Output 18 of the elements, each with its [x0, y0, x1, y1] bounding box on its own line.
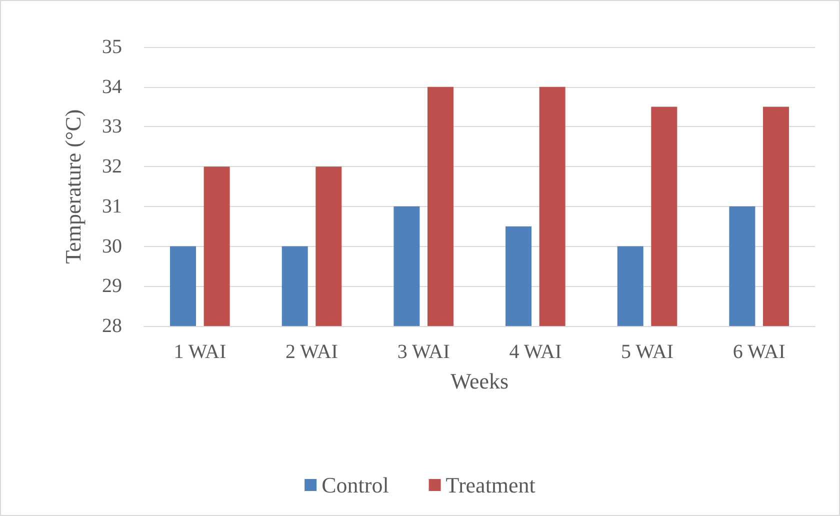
x-tick-label: 2 WAI: [286, 341, 338, 363]
x-tick-label: 3 WAI: [397, 341, 450, 363]
y-tick-label: 35: [102, 36, 122, 58]
y-tick-label: 30: [102, 235, 122, 258]
x-axis-title: Weeks: [450, 368, 509, 394]
y-tick-label: 31: [102, 195, 122, 218]
x-tick-label: 6 WAI: [732, 341, 786, 363]
y-tick-label: 32: [102, 156, 122, 178]
y-tick-label: 33: [102, 116, 122, 138]
y-tick-label: 28: [102, 315, 122, 337]
legend-label: Treatment: [446, 472, 536, 498]
y-tick-label: 34: [102, 76, 122, 98]
legend-label: Control: [322, 472, 389, 498]
x-tick-label: 4 WAI: [509, 341, 562, 363]
y-axis-title: Temperature (°C): [60, 109, 86, 264]
x-tick-label: 5 WAI: [621, 341, 674, 363]
x-tick-label: 1 WAI: [174, 341, 226, 363]
y-tick-label: 29: [102, 275, 122, 298]
